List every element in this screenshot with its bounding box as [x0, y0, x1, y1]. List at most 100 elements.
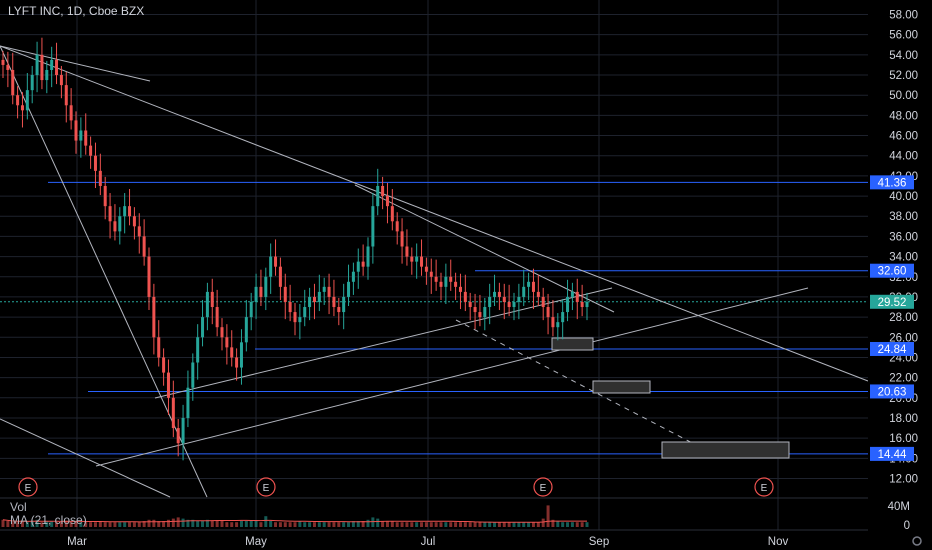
candle-body[interactable] — [478, 312, 482, 318]
candle-body[interactable] — [371, 206, 375, 247]
projection-dashed-line[interactable] — [455, 319, 703, 449]
candle-body[interactable] — [278, 266, 282, 287]
candle-body[interactable] — [468, 301, 472, 308]
candle-body[interactable] — [561, 312, 565, 323]
candle-body[interactable] — [493, 291, 497, 297]
price-label-badge[interactable] — [870, 341, 914, 356]
trend-line[interactable] — [0, 45, 869, 382]
target-zone-box[interactable] — [592, 380, 651, 394]
trend-line[interactable] — [154, 287, 613, 399]
candle-body[interactable] — [463, 291, 467, 302]
candle-body[interactable] — [196, 337, 200, 363]
candle-body[interactable] — [84, 130, 88, 146]
candle-body[interactable] — [332, 296, 336, 308]
candle-body[interactable] — [347, 281, 351, 297]
candle-body[interactable] — [429, 271, 433, 277]
candle-body[interactable] — [381, 185, 385, 197]
trend-line[interactable] — [354, 184, 615, 313]
candle-body[interactable] — [400, 231, 404, 247]
candle-body[interactable] — [410, 256, 414, 262]
candle-body[interactable] — [191, 362, 195, 388]
candle-body[interactable] — [551, 317, 555, 328]
candle-body[interactable] — [103, 185, 107, 207]
candle-body[interactable] — [162, 357, 166, 373]
candle-body[interactable] — [35, 54, 39, 76]
candle-body[interactable] — [322, 286, 326, 292]
candle-body[interactable] — [458, 286, 462, 292]
candle-body[interactable] — [283, 286, 287, 302]
candle-body[interactable] — [488, 296, 492, 308]
candle-body[interactable] — [55, 59, 59, 76]
candle-body[interactable] — [298, 317, 302, 323]
candle-body[interactable] — [11, 69, 15, 96]
candle-body[interactable] — [30, 75, 34, 91]
candle-body[interactable] — [342, 296, 346, 313]
trend-line[interactable] — [0, 45, 151, 82]
candle-body[interactable] — [254, 286, 258, 302]
candle-body[interactable] — [152, 296, 156, 338]
candle-body[interactable] — [517, 296, 521, 302]
candle-body[interactable] — [366, 246, 370, 267]
candle-body[interactable] — [415, 256, 419, 262]
candle-body[interactable] — [473, 307, 477, 313]
candle-body[interactable] — [264, 276, 268, 297]
candle-body[interactable] — [424, 266, 428, 272]
target-zone-box[interactable] — [551, 337, 594, 351]
earnings-marker[interactable] — [533, 477, 553, 497]
candle-body[interactable] — [16, 95, 20, 106]
candle-body[interactable] — [79, 130, 83, 141]
price-label-badge[interactable] — [870, 446, 914, 461]
candle-body[interactable] — [497, 291, 501, 297]
candle-body[interactable] — [118, 216, 122, 232]
candle-body[interactable] — [580, 301, 584, 308]
candle-body[interactable] — [566, 296, 570, 313]
candle-body[interactable] — [405, 246, 409, 257]
price-label-badge[interactable] — [870, 294, 914, 309]
candle-body[interactable] — [69, 105, 73, 121]
earnings-marker[interactable] — [256, 477, 276, 497]
candle-body[interactable] — [235, 357, 239, 368]
candle-body[interactable] — [50, 59, 54, 70]
candle-body[interactable] — [449, 276, 453, 282]
candle-body[interactable] — [512, 301, 516, 308]
candle-body[interactable] — [293, 312, 297, 323]
candle-body[interactable] — [166, 372, 170, 398]
candle-body[interactable] — [570, 291, 574, 297]
candle-body[interactable] — [390, 206, 394, 222]
candle-body[interactable] — [444, 276, 448, 287]
candle-body[interactable] — [157, 337, 161, 358]
candle-body[interactable] — [113, 221, 117, 232]
candle-body[interactable] — [312, 296, 316, 302]
candle-body[interactable] — [20, 105, 24, 111]
candle-body[interactable] — [40, 54, 44, 81]
price-label-badge[interactable] — [870, 263, 914, 278]
candle-body[interactable] — [128, 206, 132, 217]
candle-body[interactable] — [6, 64, 10, 70]
volume-ma-label[interactable]: MA (21, close) — [10, 513, 87, 527]
target-zone-box[interactable] — [661, 441, 790, 459]
candle-body[interactable] — [507, 301, 511, 308]
candle-body[interactable] — [502, 296, 506, 302]
candle-body[interactable] — [308, 296, 312, 308]
trend-line[interactable] — [0, 418, 171, 498]
candle-body[interactable] — [45, 69, 49, 81]
candle-body[interactable] — [351, 271, 355, 282]
settings-gear-icon[interactable] — [912, 536, 922, 546]
candle-body[interactable] — [89, 145, 93, 156]
candle-body[interactable] — [147, 256, 151, 297]
earnings-marker[interactable] — [754, 477, 774, 497]
candle-body[interactable] — [288, 301, 292, 313]
candle-body[interactable] — [210, 291, 214, 308]
candle-body[interactable] — [361, 261, 365, 267]
symbol-title[interactable]: LYFT INC, 1D, Cboe BZX — [8, 4, 145, 18]
candle-body[interactable] — [303, 307, 307, 318]
candle-body[interactable] — [541, 296, 545, 308]
candle-body[interactable] — [137, 226, 141, 237]
candle-body[interactable] — [522, 286, 526, 297]
price-label-badge[interactable] — [870, 175, 914, 190]
candle-body[interactable] — [575, 291, 579, 302]
candle-body[interactable] — [439, 281, 443, 287]
candle-body[interactable] — [123, 206, 127, 217]
candle-body[interactable] — [108, 206, 112, 222]
candle-body[interactable] — [454, 281, 458, 287]
